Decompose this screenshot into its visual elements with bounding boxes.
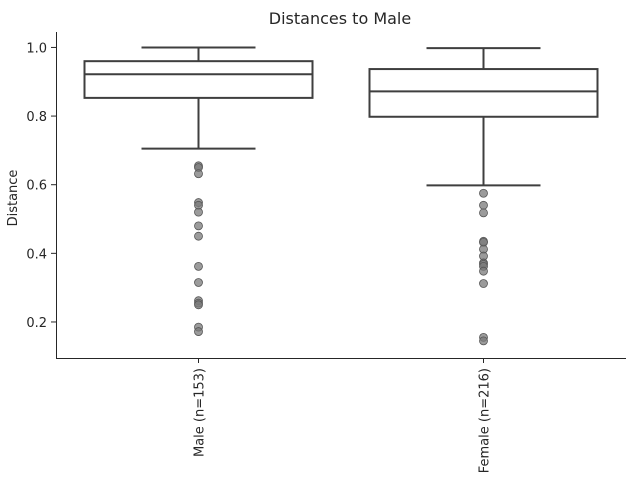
chart-title: Distances to Male [269, 9, 411, 28]
outlier-point [479, 188, 488, 198]
x-tick-label: Female (n=216) [478, 368, 493, 473]
x-axis-ticks: Male (n=153) Female (n=216) [193, 358, 493, 473]
box-iqr [83, 60, 314, 99]
outlier-point [194, 169, 203, 179]
outlier-point [194, 278, 203, 287]
outlier-point [194, 221, 203, 231]
y-axis-label: Distance [6, 170, 21, 227]
y-tick-label: 0.2 [26, 316, 47, 331]
outlier-point [194, 300, 203, 310]
outlier-point [479, 200, 488, 210]
outlier-point [194, 261, 203, 271]
outlier-point [479, 266, 488, 276]
y-tick-label: 0.6 [26, 179, 47, 194]
outlier-point [194, 207, 203, 217]
boxes-group [83, 46, 599, 346]
box-group [368, 47, 599, 346]
y-tick-label: 0.4 [26, 247, 47, 262]
outlier-point [194, 231, 203, 241]
box-group [83, 46, 314, 336]
box-iqr [368, 68, 599, 118]
y-axis-ticks: 0.2 0.4 0.6 0.8 1.0 [26, 41, 56, 331]
outlier-point [479, 208, 488, 218]
outlier-point [479, 336, 488, 346]
y-tick-label: 0.8 [26, 110, 47, 125]
y-tick-label: 1.0 [26, 41, 47, 56]
outlier-point [479, 279, 488, 288]
outlier-point [194, 327, 203, 336]
x-tick-label: Male (n=153) [193, 368, 208, 457]
